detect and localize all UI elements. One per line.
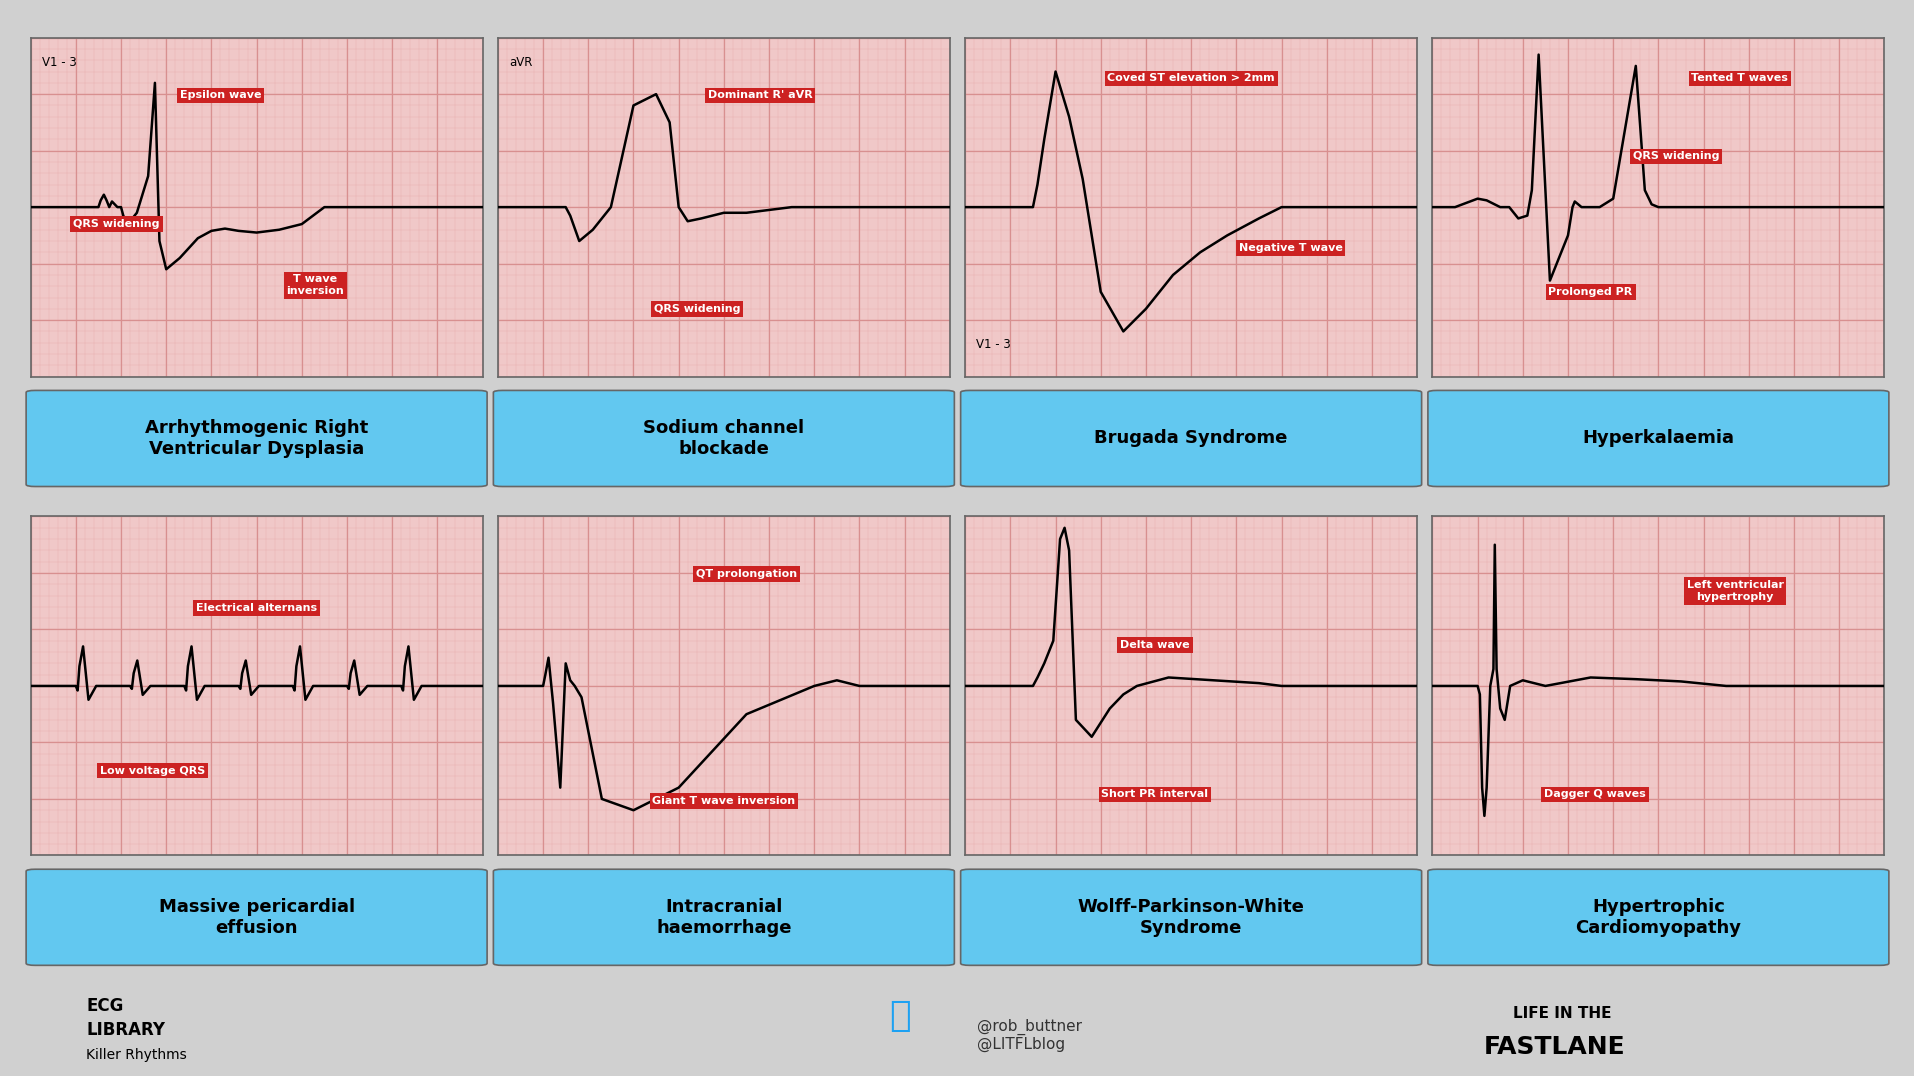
Text: Intracranial
haemorrhage: Intracranial haemorrhage: [657, 897, 790, 937]
Text: Massive pericardial
effusion: Massive pericardial effusion: [159, 897, 354, 937]
Text: QT prolongation: QT prolongation: [695, 569, 796, 579]
Text: Prolonged PR: Prolonged PR: [1548, 287, 1633, 297]
Text: Giant T wave inversion: Giant T wave inversion: [653, 796, 794, 806]
Text: LIFE IN THE: LIFE IN THE: [1512, 1006, 1610, 1020]
Text: Arrhythmogenic Right
Ventricular Dysplasia: Arrhythmogenic Right Ventricular Dysplas…: [145, 419, 367, 458]
Text: aVR: aVR: [509, 56, 532, 69]
FancyBboxPatch shape: [961, 869, 1420, 965]
FancyBboxPatch shape: [1428, 391, 1887, 486]
Text: Wolff-Parkinson-White
Syndrome: Wolff-Parkinson-White Syndrome: [1078, 897, 1303, 937]
Text: Dagger Q waves: Dagger Q waves: [1543, 790, 1646, 799]
Text: Tented T waves: Tented T waves: [1690, 73, 1788, 83]
Text: 🐦: 🐦: [888, 999, 911, 1033]
FancyBboxPatch shape: [494, 869, 953, 965]
Text: Killer Rhythms: Killer Rhythms: [86, 1048, 188, 1062]
Text: QRS widening: QRS widening: [1633, 152, 1719, 161]
FancyBboxPatch shape: [1428, 869, 1887, 965]
Text: QRS widening: QRS widening: [653, 303, 739, 314]
Text: Negative T wave: Negative T wave: [1238, 243, 1342, 253]
Text: Coved ST elevation > 2mm: Coved ST elevation > 2mm: [1106, 73, 1275, 83]
Text: Hyperkalaemia: Hyperkalaemia: [1581, 429, 1734, 448]
Text: ECG: ECG: [86, 997, 124, 1016]
FancyBboxPatch shape: [27, 869, 486, 965]
FancyBboxPatch shape: [961, 391, 1420, 486]
Text: QRS widening: QRS widening: [73, 220, 159, 229]
Text: FASTLANE: FASTLANE: [1483, 1035, 1625, 1059]
Text: Dominant R' aVR: Dominant R' aVR: [708, 90, 812, 100]
Text: Brugada Syndrome: Brugada Syndrome: [1095, 429, 1286, 448]
Text: LIBRARY: LIBRARY: [86, 1020, 165, 1038]
FancyBboxPatch shape: [494, 391, 953, 486]
Text: Short PR interval: Short PR interval: [1101, 790, 1208, 799]
Text: V1 - 3: V1 - 3: [42, 56, 77, 69]
Text: Sodium channel
blockade: Sodium channel blockade: [643, 419, 804, 458]
Text: Low voltage QRS: Low voltage QRS: [100, 766, 205, 776]
Text: @rob_buttner
@LITFLblog: @rob_buttner @LITFLblog: [976, 1018, 1081, 1052]
Text: Hypertrophic
Cardiomyopathy: Hypertrophic Cardiomyopathy: [1575, 897, 1740, 937]
Text: Electrical alternans: Electrical alternans: [195, 603, 318, 613]
FancyBboxPatch shape: [27, 391, 486, 486]
Text: Epsilon wave: Epsilon wave: [180, 90, 260, 100]
Text: V1 - 3: V1 - 3: [976, 338, 1011, 352]
Text: T wave
inversion: T wave inversion: [287, 274, 345, 296]
Text: Delta wave: Delta wave: [1120, 640, 1189, 650]
Text: Left ventricular
hypertrophy: Left ventricular hypertrophy: [1686, 580, 1782, 601]
